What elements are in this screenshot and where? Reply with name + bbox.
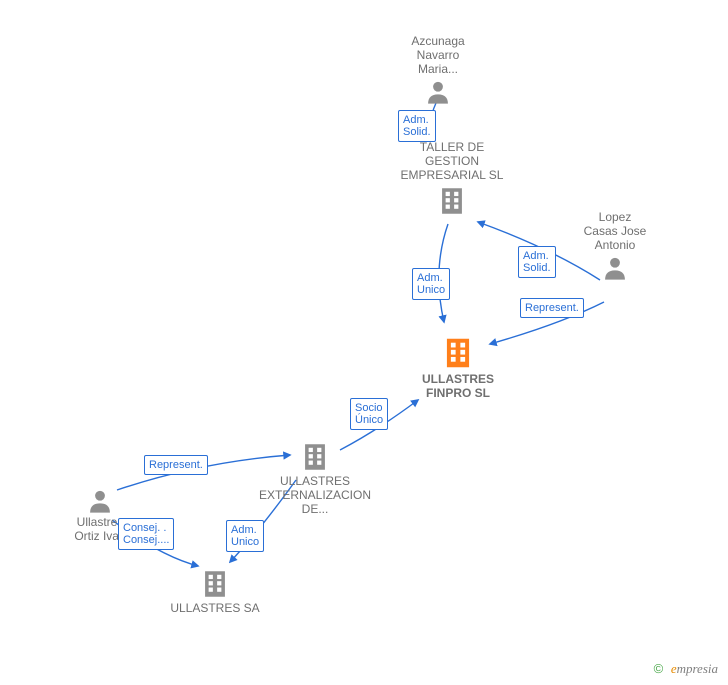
building-icon: [235, 440, 395, 474]
person-icon: [60, 487, 140, 515]
node-taller[interactable]: TALLER DE GESTION EMPRESARIAL SL: [392, 140, 512, 218]
node-label: ULLASTRES SA: [155, 601, 275, 615]
edge-label-e6: Represent.: [144, 455, 208, 475]
edge-label-e2: Adm. Unico: [412, 268, 450, 300]
person-icon: [570, 254, 660, 282]
node-lopez[interactable]: Lopez Casas Jose Antonio: [570, 210, 660, 282]
edge-label-e8: Adm. Unico: [226, 520, 264, 552]
edge-label-e5: Socio Único: [350, 398, 388, 430]
node-label: Azcunaga Navarro Maria...: [398, 34, 478, 76]
brand-rest: mpresia: [677, 661, 718, 676]
person-icon: [398, 78, 478, 106]
node-label: ULLASTRES EXTERNALIZACION DE...: [235, 474, 395, 516]
edge-label-e4: Represent.: [520, 298, 584, 318]
copyright-symbol: ©: [654, 661, 664, 676]
node-azcunaga[interactable]: Azcunaga Navarro Maria...: [398, 34, 478, 106]
node-label: Lopez Casas Jose Antonio: [570, 210, 660, 252]
edges-layer: [0, 0, 728, 685]
edge-label-e3: Adm. Solid.: [518, 246, 556, 278]
node-ullastres_finpro[interactable]: ULLASTRES FINPRO SL: [408, 332, 508, 400]
node-label: TALLER DE GESTION EMPRESARIAL SL: [392, 140, 512, 182]
node-label: ULLASTRES FINPRO SL: [408, 372, 508, 400]
node-ullastres_ext[interactable]: ULLASTRES EXTERNALIZACION DE...: [235, 438, 395, 516]
building-icon: [408, 334, 508, 372]
building-icon: [392, 184, 512, 218]
building-icon: [155, 567, 275, 601]
edge-label-e7: Consej. . Consej....: [118, 518, 174, 550]
edge-label-e1: Adm. Solid.: [398, 110, 436, 142]
footer-credit: © empresia: [654, 661, 718, 677]
node-ullastres_sa[interactable]: ULLASTRES SA: [155, 565, 275, 615]
